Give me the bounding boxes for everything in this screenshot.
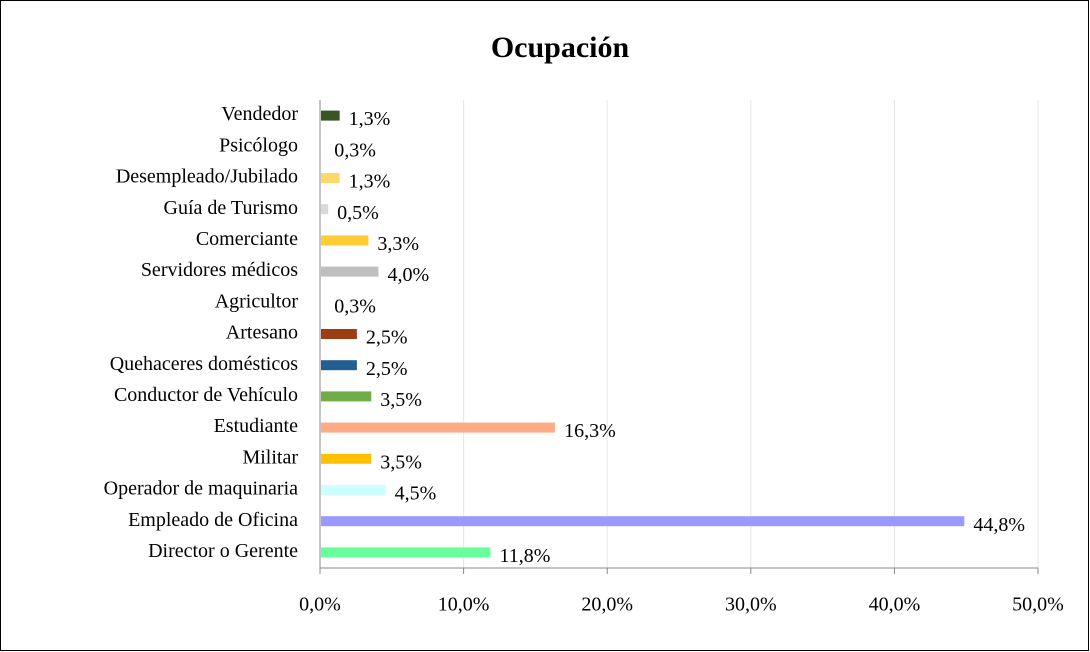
bar (321, 453, 372, 464)
bar (321, 360, 357, 371)
data-label: 3,5% (380, 451, 422, 473)
y-tick-label: Empleado de Oficina (128, 509, 298, 531)
bar (321, 204, 329, 215)
data-label: 0,3% (334, 295, 376, 317)
y-tick-label: Comerciante (196, 228, 298, 250)
data-label: 2,5% (366, 327, 408, 349)
x-tick-label: 30,0% (725, 594, 777, 616)
data-label: 2,5% (366, 358, 408, 380)
y-tick-label: Agricultor (215, 290, 299, 312)
y-tick-label: Servidores médicos (141, 259, 298, 281)
bar (321, 485, 386, 495)
x-tick-label: 10,0% (438, 594, 490, 616)
y-tick-label: Estudiante (214, 415, 299, 437)
data-label: 0,5% (337, 202, 379, 224)
data-label: 44,8% (973, 514, 1025, 536)
bar (321, 547, 491, 558)
chart-title: Ocupación (491, 31, 630, 64)
y-tick-label: Desempleado/Jubilado (116, 166, 298, 188)
y-tick-label: Artesano (226, 322, 298, 344)
data-label: 0,3% (334, 139, 376, 161)
y-tick-label: Guía de Turismo (164, 197, 298, 219)
y-tick-label: Psicólogo (219, 134, 298, 156)
y-tick-label: Militar (242, 446, 298, 468)
bar (321, 422, 556, 433)
data-label: 4,5% (395, 483, 437, 505)
data-label: 16,3% (564, 420, 616, 442)
data-label: 3,5% (380, 389, 422, 411)
bar (321, 173, 340, 183)
bar (321, 141, 326, 152)
bar (321, 329, 357, 339)
y-tick-label: Vendedor (221, 103, 298, 125)
y-tick-label: Director o Gerente (148, 540, 298, 562)
bar (321, 235, 369, 246)
y-tick-label: Operador de maquinaria (104, 478, 298, 500)
y-tick-label: Quehaceres domésticos (110, 353, 298, 375)
data-label: 1,3% (349, 171, 391, 193)
x-tick-label: 20,0% (581, 594, 633, 616)
data-label: 3,3% (377, 233, 419, 255)
data-label: 1,3% (349, 108, 391, 130)
y-tick-label: Conductor de Vehículo (114, 384, 298, 406)
bar (321, 391, 372, 402)
x-tick-label: 50,0% (1012, 594, 1064, 616)
bar (321, 266, 379, 277)
x-tick-label: 40,0% (869, 594, 921, 616)
bar (321, 110, 340, 121)
data-label: 11,8% (499, 545, 550, 567)
bar (321, 297, 326, 308)
data-label: 4,0% (387, 264, 429, 286)
x-tick-label: 0,0% (299, 594, 341, 616)
bar (321, 516, 965, 527)
